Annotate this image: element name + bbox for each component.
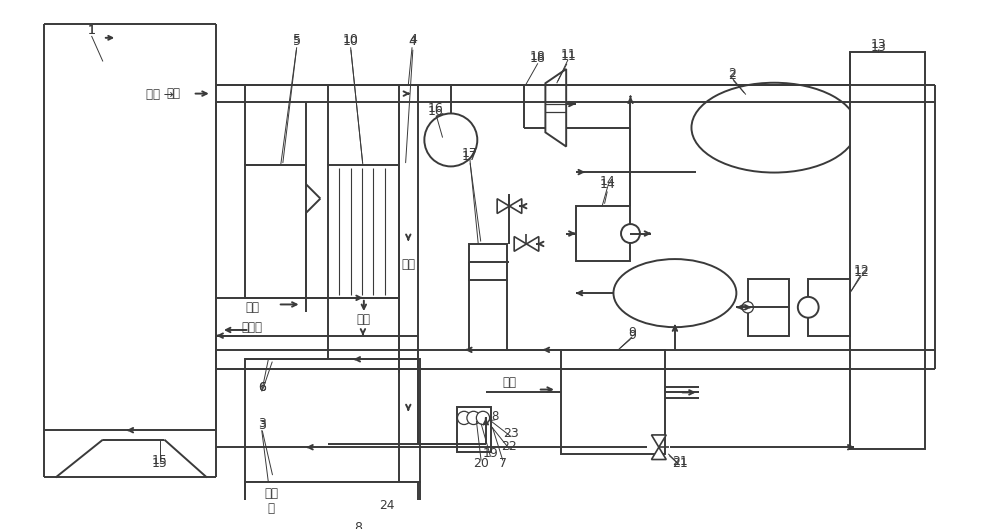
Text: 11: 11 <box>560 50 576 63</box>
Text: 17: 17 <box>462 147 478 160</box>
Text: 15: 15 <box>152 454 168 467</box>
Polygon shape <box>509 199 522 214</box>
Text: 10: 10 <box>343 35 359 48</box>
Bar <box>328 166 399 298</box>
Polygon shape <box>651 447 666 460</box>
Polygon shape <box>374 508 387 523</box>
Text: 6: 6 <box>258 381 266 394</box>
Text: 4: 4 <box>409 33 417 46</box>
Bar <box>245 166 306 298</box>
Text: 17: 17 <box>462 150 478 162</box>
Ellipse shape <box>691 83 857 172</box>
Bar <box>457 418 491 452</box>
Bar <box>245 482 420 515</box>
Circle shape <box>457 411 471 425</box>
Text: 3: 3 <box>258 419 266 432</box>
Polygon shape <box>526 236 539 251</box>
Text: 16: 16 <box>428 105 444 118</box>
Polygon shape <box>651 435 666 447</box>
Polygon shape <box>545 69 566 147</box>
Text: 21: 21 <box>672 455 688 468</box>
Text: 3: 3 <box>258 417 266 430</box>
Text: 19: 19 <box>483 448 498 460</box>
Polygon shape <box>387 508 399 523</box>
Text: 12: 12 <box>853 264 869 277</box>
Text: 烟气: 烟气 <box>502 377 516 389</box>
Polygon shape <box>514 236 526 251</box>
Bar <box>457 407 491 418</box>
Bar <box>576 206 630 261</box>
Text: 8: 8 <box>492 409 499 423</box>
Text: 烟气: 烟气 <box>245 301 259 314</box>
Text: 16: 16 <box>428 102 444 115</box>
Text: 18: 18 <box>530 50 546 63</box>
Bar <box>469 244 507 280</box>
Text: 18: 18 <box>530 52 546 65</box>
Circle shape <box>621 224 640 243</box>
Text: 14: 14 <box>600 178 616 191</box>
Text: 烟气: 烟气 <box>401 258 415 271</box>
Text: 23: 23 <box>503 426 519 440</box>
Text: 1: 1 <box>88 24 95 37</box>
Polygon shape <box>497 199 509 214</box>
Text: 2: 2 <box>728 67 736 80</box>
Circle shape <box>742 302 753 313</box>
Circle shape <box>424 113 477 167</box>
Text: 烟气 →: 烟气 → <box>146 88 173 101</box>
Bar <box>561 350 665 454</box>
Bar <box>850 52 925 449</box>
Text: 8: 8 <box>354 521 362 529</box>
Text: 1: 1 <box>88 24 95 37</box>
Text: 10: 10 <box>343 33 359 46</box>
Text: 烟气: 烟气 <box>357 313 371 326</box>
Text: 14: 14 <box>600 175 616 188</box>
Text: 9: 9 <box>628 329 636 342</box>
Text: 15: 15 <box>152 457 168 470</box>
Bar <box>748 279 789 336</box>
Circle shape <box>476 411 490 425</box>
Text: 2: 2 <box>728 69 736 82</box>
Circle shape <box>467 411 480 425</box>
Text: 7: 7 <box>499 457 507 470</box>
Text: 12: 12 <box>853 266 869 279</box>
Text: 13: 13 <box>870 41 886 54</box>
Text: 22: 22 <box>502 440 517 453</box>
Text: 5: 5 <box>293 33 301 46</box>
Bar <box>245 359 420 482</box>
Text: 13: 13 <box>870 38 886 51</box>
Text: 冷空
气: 冷空 气 <box>264 487 278 515</box>
Text: 6: 6 <box>258 381 266 394</box>
Ellipse shape <box>613 259 736 327</box>
Text: 20: 20 <box>473 457 489 470</box>
Text: 24: 24 <box>379 499 394 513</box>
Text: 11: 11 <box>560 48 576 61</box>
Text: 21: 21 <box>672 457 688 470</box>
Text: 热空气: 热空气 <box>242 321 263 334</box>
Text: 5: 5 <box>293 35 301 48</box>
Bar <box>808 279 850 336</box>
Text: 9: 9 <box>628 326 636 339</box>
Text: 烟气: 烟气 <box>167 87 181 100</box>
Circle shape <box>798 297 819 318</box>
Text: 4: 4 <box>408 35 416 48</box>
